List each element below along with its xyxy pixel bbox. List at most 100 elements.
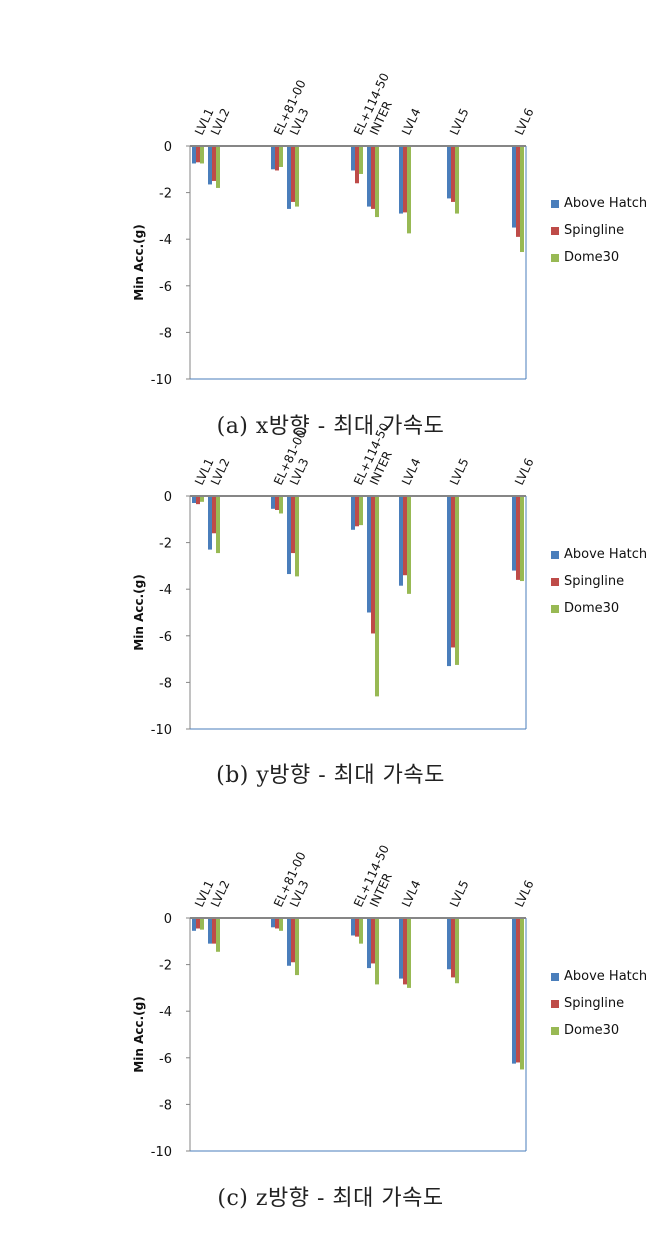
y-tick-label: -6: [159, 280, 172, 295]
bar: [192, 496, 196, 503]
bar: [192, 918, 196, 931]
bar: [275, 496, 279, 510]
legend-label: Above Hatch: [564, 969, 648, 984]
bar: [375, 496, 379, 697]
bar: [407, 918, 411, 988]
bar: [371, 496, 375, 634]
bar: [451, 496, 455, 648]
bar: [359, 496, 363, 526]
x-tick-label: LVL4: [399, 106, 423, 137]
bar: [212, 146, 216, 181]
bar: [447, 496, 451, 667]
bar: [200, 496, 204, 502]
x-tick-label: LVL4: [399, 456, 423, 487]
bar: [451, 146, 455, 202]
bar: [516, 918, 520, 1063]
y-tick-label: -10: [151, 373, 172, 388]
bar: [520, 496, 524, 582]
chart-panel-c: 0 -2 -4 -6 -8 -10 Min Acc.(g) LVL1 LVL2 EL+81-00 L…: [0, 772, 661, 1222]
y-tick-label: -8: [159, 326, 172, 341]
y-tick-label: -8: [159, 676, 172, 691]
legend-label: Above Hatch: [564, 547, 648, 562]
legend-swatch: [551, 604, 559, 613]
legend-item: Above Hatch: [551, 541, 647, 568]
bar: [295, 496, 299, 577]
bar: [192, 146, 196, 164]
legend-label: Above Hatch: [564, 196, 648, 211]
bar: [407, 146, 411, 234]
bar: [212, 918, 216, 944]
bar: [287, 496, 291, 575]
legend-swatch: [551, 972, 559, 981]
x-tick-label: LVL6: [512, 456, 536, 487]
bar: [375, 918, 379, 985]
y-tick-label: 0: [164, 140, 172, 155]
bar: [403, 496, 407, 576]
y-tick-label: -6: [159, 1052, 172, 1067]
caption-b: (b) y방향 - 최대 가속도: [216, 763, 445, 788]
bar: [279, 146, 283, 167]
bar: [407, 496, 411, 594]
legend-item: Above Hatch: [551, 963, 647, 990]
x-tick-label: LVL4: [399, 878, 423, 909]
bar: [287, 918, 291, 966]
bar: [212, 496, 216, 534]
legend-label: Dome30: [564, 1023, 620, 1038]
y-tick-label: -2: [159, 537, 172, 552]
legend-item: Dome30: [551, 595, 647, 622]
bar: [200, 918, 204, 930]
bar: [216, 496, 220, 554]
bar: [208, 918, 212, 944]
bar: [516, 496, 520, 580]
bar: [371, 146, 375, 209]
y-tick-label: -8: [159, 1098, 172, 1113]
legend-b: Above Hatch Spingline Dome30: [551, 541, 647, 622]
bar: [355, 146, 359, 184]
legend-label: Dome30: [564, 250, 620, 265]
bar: [455, 496, 459, 665]
bar: [200, 146, 204, 164]
bar: [275, 146, 279, 171]
chart-panel-a: 0 -2 -4 -6 -8 -10 Min Acc.(g) LVL1 LVL2 EL+81-00 L…: [0, 0, 661, 450]
bar: [295, 918, 299, 976]
legend-label: Dome30: [564, 601, 620, 616]
legend-label: Spingline: [564, 996, 625, 1011]
bar: [447, 918, 451, 970]
legend-swatch: [551, 199, 559, 208]
bar: [520, 918, 524, 1070]
legend-item: Spingline: [551, 990, 647, 1017]
bar: [399, 918, 403, 979]
bar: [216, 918, 220, 952]
legend-item: Dome30: [551, 1017, 647, 1044]
bar: [447, 146, 451, 199]
bar: [520, 146, 524, 253]
legend-item: Above Hatch: [551, 190, 647, 217]
bar: [455, 918, 459, 984]
bar: [399, 496, 403, 586]
legend-item: Spingline: [551, 217, 647, 244]
x-tick-label: LVL6: [512, 106, 536, 137]
legend-a: Above Hatch Spingline Dome30: [551, 190, 647, 271]
bar: [367, 496, 371, 613]
bar: [371, 918, 375, 964]
bar: [351, 146, 355, 171]
caption-a: (a) x방향 - 최대 가속도: [216, 414, 445, 439]
bar: [399, 146, 403, 214]
legend-swatch: [551, 253, 559, 262]
bar: [403, 918, 407, 985]
chart-panel-b: 0 -2 -4 -6 -8 -10 Min Acc.(g) LVL1 LVL2 EL+81-00 L…: [0, 350, 661, 800]
bar: [367, 918, 371, 969]
y-axis-title: Min Acc.(g): [132, 996, 146, 1072]
y-tick-label: -10: [151, 723, 172, 738]
bar: [355, 496, 359, 527]
bar: [279, 918, 283, 931]
bar: [355, 918, 359, 937]
y-tick-label: 0: [164, 490, 172, 505]
bar: [271, 918, 275, 928]
bar: [216, 146, 220, 188]
bar: [375, 146, 379, 218]
y-tick-label: 0: [164, 912, 172, 927]
